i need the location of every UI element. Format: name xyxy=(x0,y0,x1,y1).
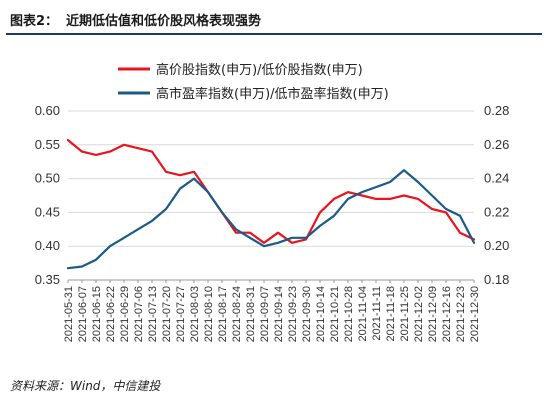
x-axis-tick-label: 2021-11-04 xyxy=(357,286,369,341)
left-axis-tick-label: 0.50 xyxy=(35,171,60,186)
x-axis-tick-label: 2021-12-16 xyxy=(441,286,453,342)
right-axis-tick-label: 0.28 xyxy=(484,103,509,118)
right-axis-tick-label: 0.26 xyxy=(484,137,509,152)
x-axis-tick-label: 2021-08-24 xyxy=(231,286,243,342)
x-axis-tick-label: 2021-09-07 xyxy=(259,286,271,342)
right-axis-tick-label: 0.18 xyxy=(484,272,509,287)
legend-entry: 高价股指数(申万)/低价股指数(申万) xyxy=(156,62,363,78)
source-note: 资料来源：Wind，中信建投 xyxy=(10,379,161,393)
x-axis-tick-label: 2021-08-17 xyxy=(217,286,229,342)
x-axis-tick-label: 2021-09-30 xyxy=(301,286,313,342)
x-axis-tick-label: 2021-06-29 xyxy=(119,286,131,342)
x-axis-tick-label: 2021-08-31 xyxy=(245,286,257,342)
right-axis-tick-label: 0.22 xyxy=(484,204,509,219)
left-axis-tick-label: 0.60 xyxy=(35,103,60,118)
x-axis-tick-label: 2021-12-02 xyxy=(413,286,425,342)
x-axis-tick-label: 2021-11-18 xyxy=(385,286,397,341)
figure-title-text: 近期低估值和低价股风格表现强势 xyxy=(66,14,262,29)
x-axis-tick-label: 2021-06-22 xyxy=(105,286,117,342)
x-axis-tick-label: 2021-06-15 xyxy=(91,286,103,342)
grid-lines xyxy=(67,110,475,283)
figure-title: 图表2： 近期低估值和低价股风格表现强势 xyxy=(10,10,261,29)
x-axis-tick-label: 2021-12-23 xyxy=(455,286,467,342)
legend-entry: 高市盈率指数(申万)/低市盈率指数(申万) xyxy=(156,86,389,102)
legend: 高价股指数(申万)/低价股指数(申万) 高市盈率指数(申万)/低市盈率指数(申万) xyxy=(118,62,389,102)
x-axis-tick-label: 2021-11-11 xyxy=(371,286,383,341)
x-axis-tick-label: 2021-10-28 xyxy=(343,286,355,342)
figure-label: 图表2： xyxy=(10,14,59,29)
x-axis-tick-label: 2021-08-10 xyxy=(203,286,215,342)
series-lines xyxy=(66,139,476,270)
x-axis-tick-label: 2021-12-30 xyxy=(469,286,481,342)
left-axis-ticks: 0.35 0.40 0.45 0.50 0.55 0.60 xyxy=(35,103,60,287)
x-axis-tick-label: 2021-09-14 xyxy=(273,286,285,342)
x-axis-tick-label: 2021-12-09 xyxy=(427,286,439,342)
x-axis-tick-label: 2021-10-14 xyxy=(315,286,327,342)
x-axis-tick-label: 2021-08-03 xyxy=(189,286,201,342)
x-axis-tick-label: 2021-07-13 xyxy=(147,286,159,342)
series-line-price xyxy=(66,139,476,244)
left-axis-tick-label: 0.35 xyxy=(35,272,60,287)
x-axis-tick-label: 2021-05-31 xyxy=(63,286,75,342)
right-axis-tick-label: 0.20 xyxy=(484,238,509,253)
right-axis-ticks: 0.18 0.20 0.22 0.24 0.26 0.28 xyxy=(484,103,509,287)
x-axis-ticks: 2021-05-31 2021-06-07 2021-06-15 2021-06-22… xyxy=(63,286,481,342)
series-line-pe xyxy=(66,169,476,270)
x-axis-tick-label: 2021-07-06 xyxy=(133,286,145,342)
right-axis-tick-label: 0.24 xyxy=(484,171,509,186)
x-axis-tick-label: 2021-11-25 xyxy=(399,286,411,341)
left-axis-tick-label: 0.40 xyxy=(35,238,60,253)
x-axis-tick-label: 2021-09-23 xyxy=(287,286,299,342)
x-axis-tick-label: 2021-06-07 xyxy=(77,286,89,342)
x-axis-tick-label: 2021-07-27 xyxy=(175,286,187,342)
x-axis-tick-label: 2021-10-21 xyxy=(329,286,341,342)
title-rule xyxy=(6,33,542,35)
left-axis-tick-label: 0.45 xyxy=(35,204,60,219)
left-axis-tick-label: 0.55 xyxy=(35,137,60,152)
x-axis-tick-label: 2021-07-20 xyxy=(161,286,173,342)
